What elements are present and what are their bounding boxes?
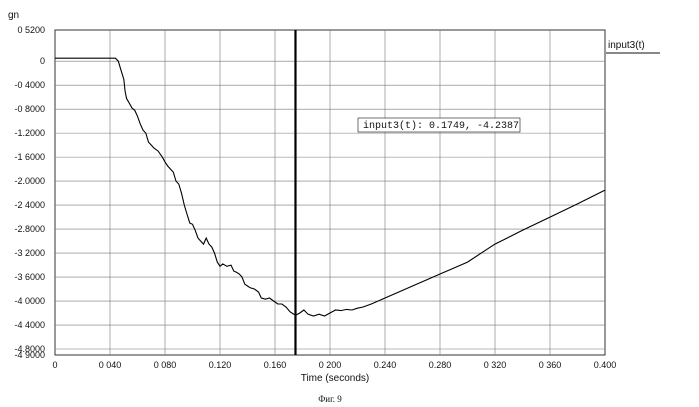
x-tick-label: 0.160 xyxy=(264,360,287,370)
x-tick-label: 0.280 xyxy=(429,360,452,370)
x-tick-label: 0 xyxy=(52,360,57,370)
cursor-layer[interactable]: input3(t): 0.1749, -4.2387 xyxy=(295,30,520,355)
legend-entry-label: input3(t) xyxy=(608,40,645,51)
y-tick-label: 0 xyxy=(40,56,45,66)
y-tick-label: 0 5200 xyxy=(17,25,45,35)
y-tick-label: -2 4000 xyxy=(14,200,45,210)
y-tick-label: -0 8000 xyxy=(14,104,45,114)
x-tick-label: 0 360 xyxy=(539,360,562,370)
legend: input3(t) xyxy=(606,40,660,53)
x-tick-label: 0.120 xyxy=(209,360,232,370)
x-axis-label: Time (seconds) xyxy=(301,373,370,384)
x-axis-ticks: 0 0 040 0 080 0.120 0.160 0 200 0.240 0.280 0 32… xyxy=(52,360,616,370)
x-tick-label: 0.240 xyxy=(374,360,397,370)
y-tick-label: -4 9000 xyxy=(14,350,45,360)
x-tick-label: 0.400 xyxy=(594,360,617,370)
x-tick-label: 0 320 xyxy=(484,360,507,370)
y-tick-label: -2.8000 xyxy=(14,224,45,234)
y-tick-label: -3 6000 xyxy=(14,272,45,282)
y-tick-label: -1.2000 xyxy=(14,128,45,138)
x-tick-label: 0 040 xyxy=(99,360,122,370)
x-tick-label: 0 200 xyxy=(319,360,342,370)
y-axis-ticks: 0 5200 0 -0 4000 -0 8000 -1.2000 -1 6000 -2.00… xyxy=(14,25,45,360)
y-tick-label: -4 4000 xyxy=(14,320,45,330)
y-tick-label: -2.0000 xyxy=(14,176,45,186)
y-tick-label: -4 0000 xyxy=(14,296,45,306)
y-tick-label: -0 4000 xyxy=(14,80,45,90)
cursor-readout-label: input3(t): 0.1749, -4.2387 xyxy=(363,120,519,132)
y-tick-label: -3 2000 xyxy=(14,248,45,258)
grid-lines xyxy=(55,30,605,355)
figure-caption: Фиг. 9 xyxy=(318,394,342,404)
x-tick-label: 0 080 xyxy=(154,360,177,370)
y-tick-label: -1 6000 xyxy=(14,152,45,162)
y-axis-label: gn xyxy=(8,10,19,21)
